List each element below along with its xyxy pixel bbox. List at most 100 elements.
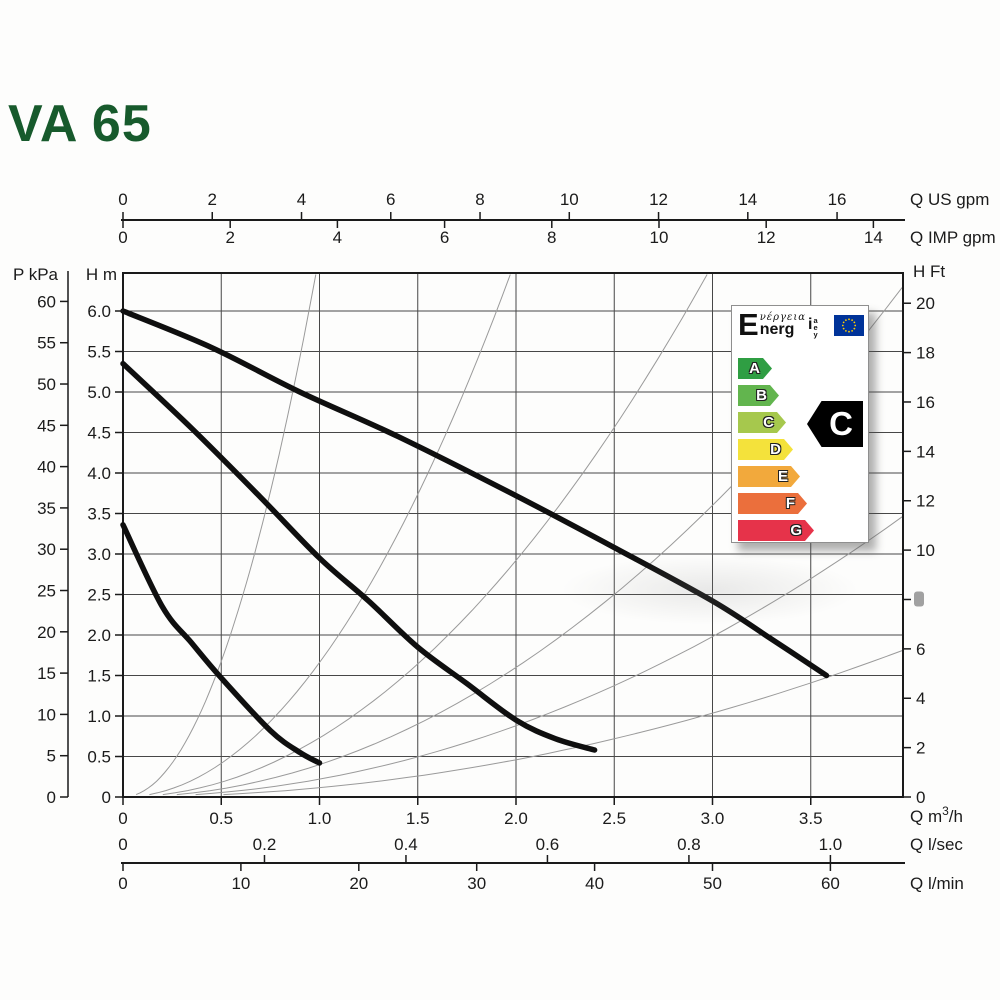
energy-logo-suffix: e bbox=[813, 323, 818, 333]
axis-bottom-flow: 0 0.5 1.0 1.5 2.0 2.5 3.0 3.5 Q m3/h 0 0.2 0.4 0.6 0.… bbox=[118, 797, 964, 893]
tick-label: 16 bbox=[916, 393, 935, 412]
energy-logo-suffix: a bbox=[813, 316, 818, 325]
system-curves bbox=[135, 274, 903, 796]
tick-label: 15 bbox=[37, 664, 56, 683]
tick-label: 55 bbox=[37, 334, 56, 353]
tick-label: 1.0 bbox=[87, 707, 111, 726]
tick-label: 16 bbox=[828, 190, 847, 209]
tick-label: 2.0 bbox=[504, 809, 528, 828]
tick-label: 3.0 bbox=[87, 545, 111, 564]
smudged-tick-label bbox=[914, 591, 924, 607]
axis-right-ft: 0 2 4 6 10 12 14 16 18 20 H Ft bbox=[903, 262, 945, 807]
tick-label: 4 bbox=[916, 689, 925, 708]
energy-grade-arrow-F: F bbox=[738, 493, 807, 514]
energy-logo-i: i bbox=[808, 316, 813, 333]
tick-label: 8 bbox=[547, 228, 556, 247]
tick-label: 10 bbox=[37, 705, 56, 724]
tick-label: 50 bbox=[37, 375, 56, 394]
energy-logo-word: νέργεια nerg bbox=[759, 312, 807, 338]
tick-label: 6 bbox=[386, 190, 395, 209]
tick-label: 2 bbox=[916, 739, 925, 758]
tick-label: 0 bbox=[118, 835, 127, 854]
tick-label: 4.0 bbox=[87, 464, 111, 483]
eu-flag-icon bbox=[834, 315, 864, 336]
axis-unit-m3h: Q m3/h bbox=[910, 804, 963, 826]
tick-label: 18 bbox=[916, 344, 935, 363]
tick-label: 5 bbox=[47, 747, 56, 766]
energy-logo-greek: νέργεια bbox=[759, 312, 807, 323]
tick-label: 0 bbox=[118, 228, 127, 247]
tick-label: 60 bbox=[821, 874, 840, 893]
energy-logo-suffix: y bbox=[813, 330, 818, 340]
energy-logo-latin: nerg bbox=[759, 321, 795, 338]
tick-label: 0 bbox=[47, 788, 56, 807]
tick-label: 1.5 bbox=[406, 809, 430, 828]
tick-label: 10 bbox=[650, 228, 669, 247]
axis-unit-hft: H Ft bbox=[913, 262, 945, 281]
tick-label: 0 bbox=[118, 809, 127, 828]
plot-frame bbox=[122, 272, 904, 798]
tick-label: 5.0 bbox=[87, 383, 111, 402]
tick-label: 0.2 bbox=[253, 835, 277, 854]
tick-label: 0 bbox=[118, 874, 127, 893]
tick-label: 12 bbox=[649, 190, 668, 209]
tick-label: 2 bbox=[208, 190, 217, 209]
system-curve-1 bbox=[135, 274, 317, 796]
energy-class-letter: C bbox=[829, 405, 853, 442]
tick-label: 0.5 bbox=[209, 809, 233, 828]
tick-label: 2 bbox=[225, 228, 234, 247]
energy-grade-arrow-A: A bbox=[738, 358, 772, 379]
tick-label: 20 bbox=[916, 294, 935, 313]
tick-label: 8 bbox=[475, 190, 484, 209]
tick-label: 1.5 bbox=[87, 667, 111, 686]
tick-label: 10 bbox=[916, 541, 935, 560]
axis-left-head: 0 5 10 15 20 25 30 35 40 45 50 55 60 P kPa 0 0.5 1.0 1.5 2… bbox=[13, 265, 123, 807]
system-curve-6 bbox=[223, 650, 903, 796]
tick-label: 5.5 bbox=[87, 343, 111, 362]
tick-label: 12 bbox=[757, 228, 776, 247]
tick-label: 30 bbox=[37, 540, 56, 559]
tick-label: 10 bbox=[231, 874, 250, 893]
tick-label: 0.8 bbox=[677, 835, 701, 854]
system-curve-5 bbox=[195, 516, 903, 796]
tick-label: 50 bbox=[703, 874, 722, 893]
tick-label: 14 bbox=[916, 442, 935, 461]
pump-curve-speed-low bbox=[120, 522, 323, 766]
energy-grade-arrow-G: G bbox=[738, 520, 814, 541]
tick-label: 12 bbox=[916, 492, 935, 511]
tick-label: 20 bbox=[349, 874, 368, 893]
tick-label: 3.5 bbox=[799, 809, 823, 828]
tick-label: 4 bbox=[333, 228, 342, 247]
energy-grade-arrow-C: C bbox=[738, 412, 786, 433]
tick-label: 2.0 bbox=[87, 626, 111, 645]
system-curve-3 bbox=[162, 274, 708, 796]
tick-label: 0.4 bbox=[394, 835, 418, 854]
tick-label: 4 bbox=[297, 190, 306, 209]
tick-label: 10 bbox=[560, 190, 579, 209]
axis-unit-lmin: Q l/min bbox=[910, 874, 964, 893]
energy-logo-big-letter: E bbox=[738, 307, 759, 342]
tick-label: 14 bbox=[864, 228, 883, 247]
tick-label: 0.6 bbox=[536, 835, 560, 854]
pump-curve-speed-high bbox=[120, 308, 830, 679]
energy-grade-arrow-D: D bbox=[738, 439, 793, 460]
tick-label: 14 bbox=[738, 190, 757, 209]
tick-label: 35 bbox=[37, 499, 56, 518]
tick-label: 6 bbox=[440, 228, 449, 247]
page-title: VA 65 bbox=[8, 95, 152, 153]
tick-label: 0 bbox=[916, 788, 925, 807]
tick-label: 3.5 bbox=[87, 505, 111, 524]
axis-unit-imp-gpm: Q IMP gpm bbox=[910, 228, 996, 247]
axis-unit-hm: H m bbox=[86, 265, 117, 284]
tick-label: 20 bbox=[37, 623, 56, 642]
axis-unit-lsec: Q l/sec bbox=[910, 835, 963, 854]
axis-unit-us-gpm: Q US gpm bbox=[910, 190, 989, 209]
tick-label: 4.5 bbox=[87, 424, 111, 443]
tick-label: 1.0 bbox=[819, 835, 843, 854]
tick-label: 2.5 bbox=[602, 809, 626, 828]
system-curve-2 bbox=[149, 274, 511, 796]
